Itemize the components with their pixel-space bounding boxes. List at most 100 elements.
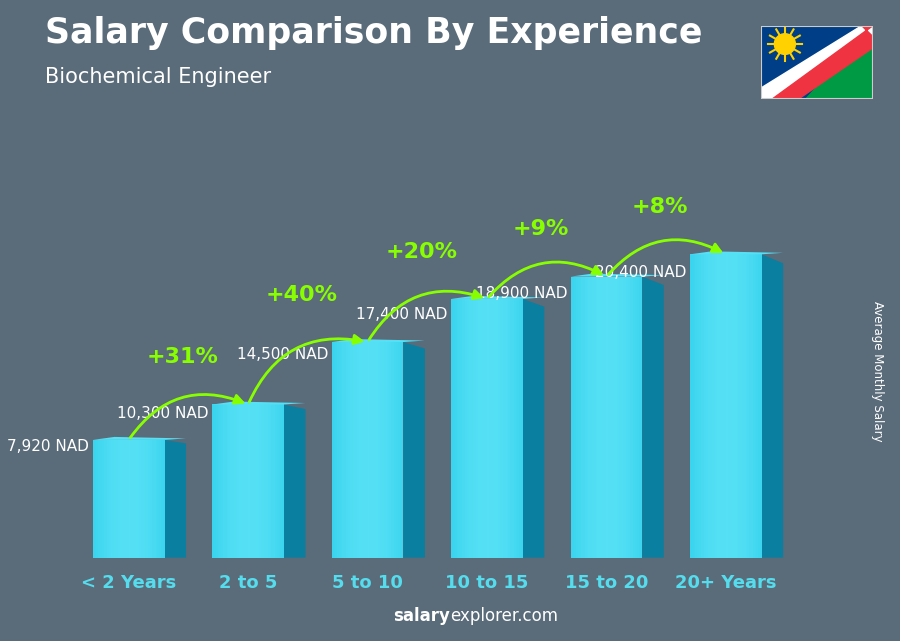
- Bar: [257, 404, 259, 558]
- Bar: [637, 277, 639, 558]
- Text: Salary Comparison By Experience: Salary Comparison By Experience: [45, 16, 702, 50]
- Bar: [266, 404, 268, 558]
- Bar: [601, 277, 603, 558]
- Text: +8%: +8%: [632, 197, 688, 217]
- Bar: [234, 404, 236, 558]
- Bar: [400, 342, 401, 558]
- Bar: [220, 404, 221, 558]
- Bar: [127, 440, 129, 558]
- Bar: [398, 342, 400, 558]
- Bar: [505, 299, 507, 558]
- Bar: [516, 299, 517, 558]
- Bar: [698, 254, 699, 558]
- Bar: [98, 440, 100, 558]
- Bar: [512, 299, 514, 558]
- Bar: [751, 254, 752, 558]
- Bar: [596, 277, 598, 558]
- Bar: [482, 299, 483, 558]
- Bar: [692, 254, 694, 558]
- Text: 17,400 NAD: 17,400 NAD: [356, 307, 447, 322]
- Bar: [635, 277, 637, 558]
- Polygon shape: [332, 339, 425, 342]
- Bar: [705, 254, 706, 558]
- Bar: [628, 277, 630, 558]
- Bar: [143, 440, 145, 558]
- Bar: [378, 342, 380, 558]
- Bar: [716, 254, 717, 558]
- Bar: [132, 440, 134, 558]
- Bar: [353, 342, 356, 558]
- Polygon shape: [760, 26, 873, 99]
- Bar: [141, 440, 143, 558]
- Bar: [360, 342, 363, 558]
- Bar: [603, 277, 605, 558]
- Polygon shape: [772, 26, 873, 99]
- Bar: [104, 440, 105, 558]
- Bar: [719, 254, 721, 558]
- Bar: [383, 342, 385, 558]
- Polygon shape: [212, 401, 305, 404]
- Bar: [485, 299, 487, 558]
- Bar: [401, 342, 403, 558]
- Bar: [634, 277, 635, 558]
- Bar: [623, 277, 625, 558]
- Bar: [345, 342, 346, 558]
- Bar: [223, 404, 225, 558]
- Bar: [474, 299, 476, 558]
- Bar: [639, 277, 641, 558]
- Bar: [580, 277, 581, 558]
- Bar: [738, 254, 741, 558]
- Bar: [708, 254, 710, 558]
- Bar: [500, 299, 501, 558]
- Bar: [347, 342, 350, 558]
- Bar: [118, 440, 120, 558]
- Bar: [341, 342, 343, 558]
- Text: +40%: +40%: [266, 285, 338, 305]
- Text: 10,300 NAD: 10,300 NAD: [117, 406, 209, 421]
- Bar: [758, 254, 760, 558]
- Bar: [745, 254, 748, 558]
- Bar: [356, 342, 359, 558]
- Polygon shape: [403, 342, 425, 558]
- Bar: [465, 299, 467, 558]
- Text: 20,400 NAD: 20,400 NAD: [595, 265, 687, 280]
- Bar: [248, 404, 250, 558]
- Bar: [268, 404, 270, 558]
- Bar: [599, 277, 601, 558]
- Bar: [114, 440, 116, 558]
- Bar: [510, 299, 512, 558]
- Bar: [453, 299, 454, 558]
- Bar: [387, 342, 389, 558]
- Bar: [371, 342, 373, 558]
- Text: Average Monthly Salary: Average Monthly Salary: [871, 301, 884, 442]
- Polygon shape: [643, 277, 663, 558]
- Bar: [587, 277, 589, 558]
- Bar: [122, 440, 123, 558]
- Bar: [349, 342, 352, 558]
- Bar: [733, 254, 735, 558]
- Text: 18,900 NAD: 18,900 NAD: [475, 286, 567, 301]
- Bar: [254, 404, 256, 558]
- Bar: [261, 404, 263, 558]
- Bar: [572, 277, 574, 558]
- Bar: [216, 404, 218, 558]
- Bar: [501, 299, 503, 558]
- Bar: [343, 342, 345, 558]
- Circle shape: [774, 34, 796, 54]
- Bar: [630, 277, 632, 558]
- Bar: [489, 299, 491, 558]
- Bar: [451, 299, 453, 558]
- Bar: [229, 404, 230, 558]
- Bar: [589, 277, 590, 558]
- Bar: [749, 254, 751, 558]
- Bar: [334, 342, 336, 558]
- Bar: [281, 404, 283, 558]
- Bar: [150, 440, 152, 558]
- Bar: [338, 342, 339, 558]
- Bar: [212, 404, 214, 558]
- Bar: [358, 342, 361, 558]
- Bar: [136, 440, 138, 558]
- Polygon shape: [93, 437, 186, 440]
- Bar: [454, 299, 456, 558]
- Bar: [389, 342, 391, 558]
